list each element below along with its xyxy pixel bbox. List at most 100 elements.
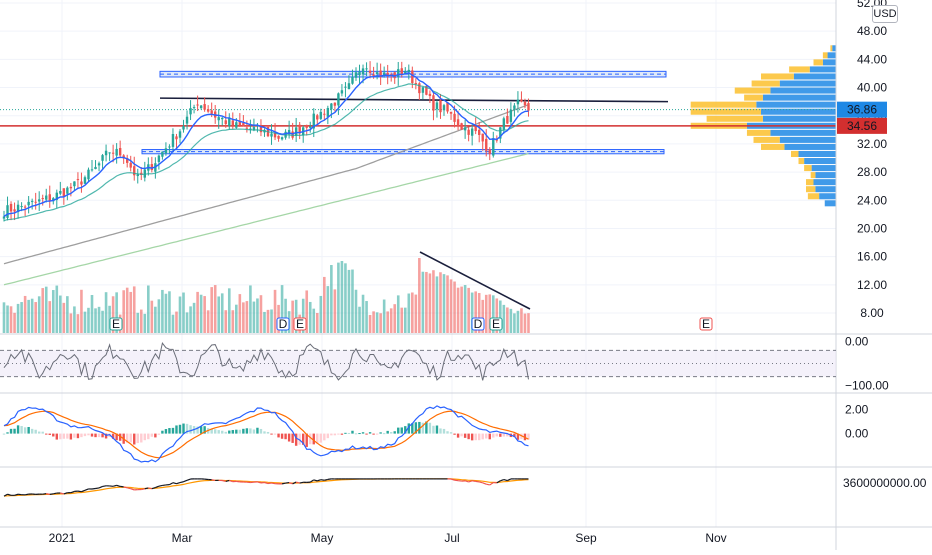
- macd-hist-bar: [42, 432, 44, 434]
- macd-hist-bar: [94, 434, 96, 438]
- macd-hist-bar: [239, 430, 241, 434]
- volume-bar: [369, 315, 372, 333]
- volume-bar: [517, 311, 520, 333]
- candle-body: [376, 72, 378, 74]
- macd-hist-bar: [98, 434, 100, 438]
- obv-line-segment: [469, 481, 473, 482]
- volume-bar: [386, 311, 389, 333]
- obv-line-segment: [159, 485, 163, 486]
- candle-body: [27, 202, 29, 205]
- candle-body: [3, 216, 5, 218]
- volume-bar: [506, 307, 509, 333]
- volume-bar: [337, 263, 340, 333]
- macd-hist-bar: [446, 431, 448, 433]
- macd-hist-bar: [168, 428, 170, 434]
- candle-body: [503, 118, 505, 129]
- macd-hist-bar: [52, 434, 54, 437]
- obv-line-segment: [314, 480, 318, 481]
- volume-bar: [260, 295, 263, 333]
- volume-bar: [56, 286, 59, 333]
- candle-body: [334, 103, 336, 106]
- currency-label[interactable]: USD: [872, 5, 898, 23]
- time-axis-label: Nov: [705, 531, 726, 545]
- candle-body: [418, 83, 420, 93]
- candle-body: [344, 87, 346, 88]
- profile-bar-down: [806, 186, 815, 192]
- macd-hist-bar: [20, 426, 22, 434]
- volume-bar: [214, 285, 217, 333]
- volume-bar: [105, 292, 108, 333]
- obv-line-segment: [117, 485, 121, 486]
- profile-bar-down: [799, 158, 805, 164]
- volume-bar: [27, 300, 30, 333]
- candle-body: [520, 99, 522, 101]
- candle-body: [91, 169, 93, 170]
- profile-bar-up: [770, 88, 836, 94]
- macd-hist-bar: [101, 434, 103, 438]
- volume-bar: [355, 290, 358, 333]
- candle-body: [59, 191, 61, 194]
- macd-hist-bar: [351, 431, 353, 434]
- candle-body: [362, 68, 364, 74]
- candle-body: [186, 117, 188, 124]
- candle-body: [232, 121, 234, 125]
- candle-body: [246, 128, 248, 129]
- macd-hist-bar: [369, 432, 371, 433]
- candle-body: [467, 130, 469, 135]
- volume-bar: [224, 310, 227, 333]
- candle-body: [203, 104, 205, 110]
- profile-bar-up: [763, 95, 836, 101]
- profile-bar-down: [814, 59, 823, 65]
- profile-bar-up: [794, 73, 836, 79]
- macd-hist-bar: [270, 434, 272, 435]
- candle-body: [225, 120, 227, 124]
- volume-bar: [172, 315, 175, 333]
- macd-hist-bar: [291, 434, 293, 443]
- obv-line-segment: [103, 486, 107, 487]
- profile-bar-up: [799, 151, 837, 157]
- candle-body: [210, 110, 212, 113]
- candle-body: [330, 104, 332, 110]
- candle-body: [77, 179, 79, 180]
- profile-bar-down: [754, 137, 780, 143]
- price-tick-label: 20.00: [857, 221, 887, 235]
- macd-hist-bar: [49, 434, 51, 435]
- event-marker-label: D: [279, 317, 288, 331]
- macd-hist-bar: [80, 434, 82, 438]
- macd-hist-bar: [214, 429, 216, 433]
- profile-bar-up: [815, 172, 836, 178]
- volume-bar: [147, 286, 150, 333]
- macd-hist-bar: [10, 429, 12, 434]
- volume-bar: [6, 305, 9, 333]
- profile-bar-down: [804, 165, 812, 171]
- volume-bar: [77, 314, 80, 333]
- candle-body: [6, 205, 8, 218]
- macd-hist-bar: [436, 426, 438, 434]
- macd-hist-bar: [225, 432, 227, 434]
- macd-hist-bar: [474, 434, 476, 441]
- volume-bar: [383, 300, 386, 333]
- obv-line-segment: [282, 483, 286, 484]
- macd-hist-bar: [485, 434, 487, 439]
- candle-body: [320, 112, 322, 119]
- time-axis-label: May: [311, 531, 334, 545]
- macd-hist-bar: [253, 429, 255, 433]
- profile-bar-up: [770, 130, 836, 136]
- volume-bar: [327, 286, 330, 333]
- macd-hist-bar: [337, 434, 339, 435]
- macd-tick-label: 2.00: [845, 403, 869, 417]
- volume-bar: [513, 313, 516, 333]
- macd-hist-bar: [34, 430, 36, 434]
- volume-bar: [182, 293, 185, 333]
- volume-bar: [59, 296, 62, 333]
- volume-bar: [228, 288, 231, 333]
- volume-bar: [63, 303, 66, 333]
- obv-line-segment: [212, 480, 216, 481]
- volume-bar: [129, 292, 132, 333]
- volume-bar: [242, 302, 245, 333]
- last-price-label: 36.86: [847, 103, 877, 117]
- candle-body: [270, 134, 272, 137]
- volume-bar: [70, 313, 73, 333]
